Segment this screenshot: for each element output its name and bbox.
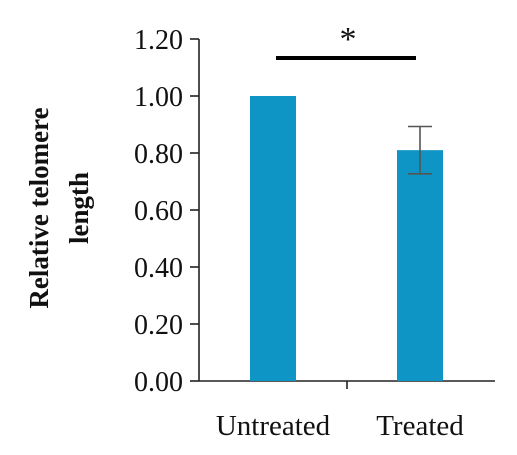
bar-treated [397,150,443,381]
y-tick-label: 0.20 [134,310,183,341]
y-axis-label-line-1: Relative telomere [24,107,54,308]
x-tick-label-untreated: Untreated [216,410,331,442]
bars [250,96,443,381]
axes [198,39,495,389]
significance-star: * [340,21,357,58]
y-tick-label: 0.00 [134,367,183,398]
y-tick-label: 0.80 [134,139,183,170]
bar-untreated [250,96,296,381]
error-bars [408,125,432,175]
y-tick-label: 0.60 [134,196,183,227]
y-axis-label-line-2: length [64,172,94,244]
x-tick-labels: Untreated Treated [216,410,464,442]
y-tick-label: 1.20 [134,25,183,56]
y-tick-label: 1.00 [134,82,183,113]
significance-annotation: * [276,21,416,60]
y-tick-label: 0.40 [134,253,183,284]
y-ticks: 0.00 0.20 0.40 0.60 0.80 1.00 1.20 [134,25,199,398]
y-axis-label: Relative telomere length [24,107,94,308]
x-tick-label-treated: Treated [376,410,464,442]
